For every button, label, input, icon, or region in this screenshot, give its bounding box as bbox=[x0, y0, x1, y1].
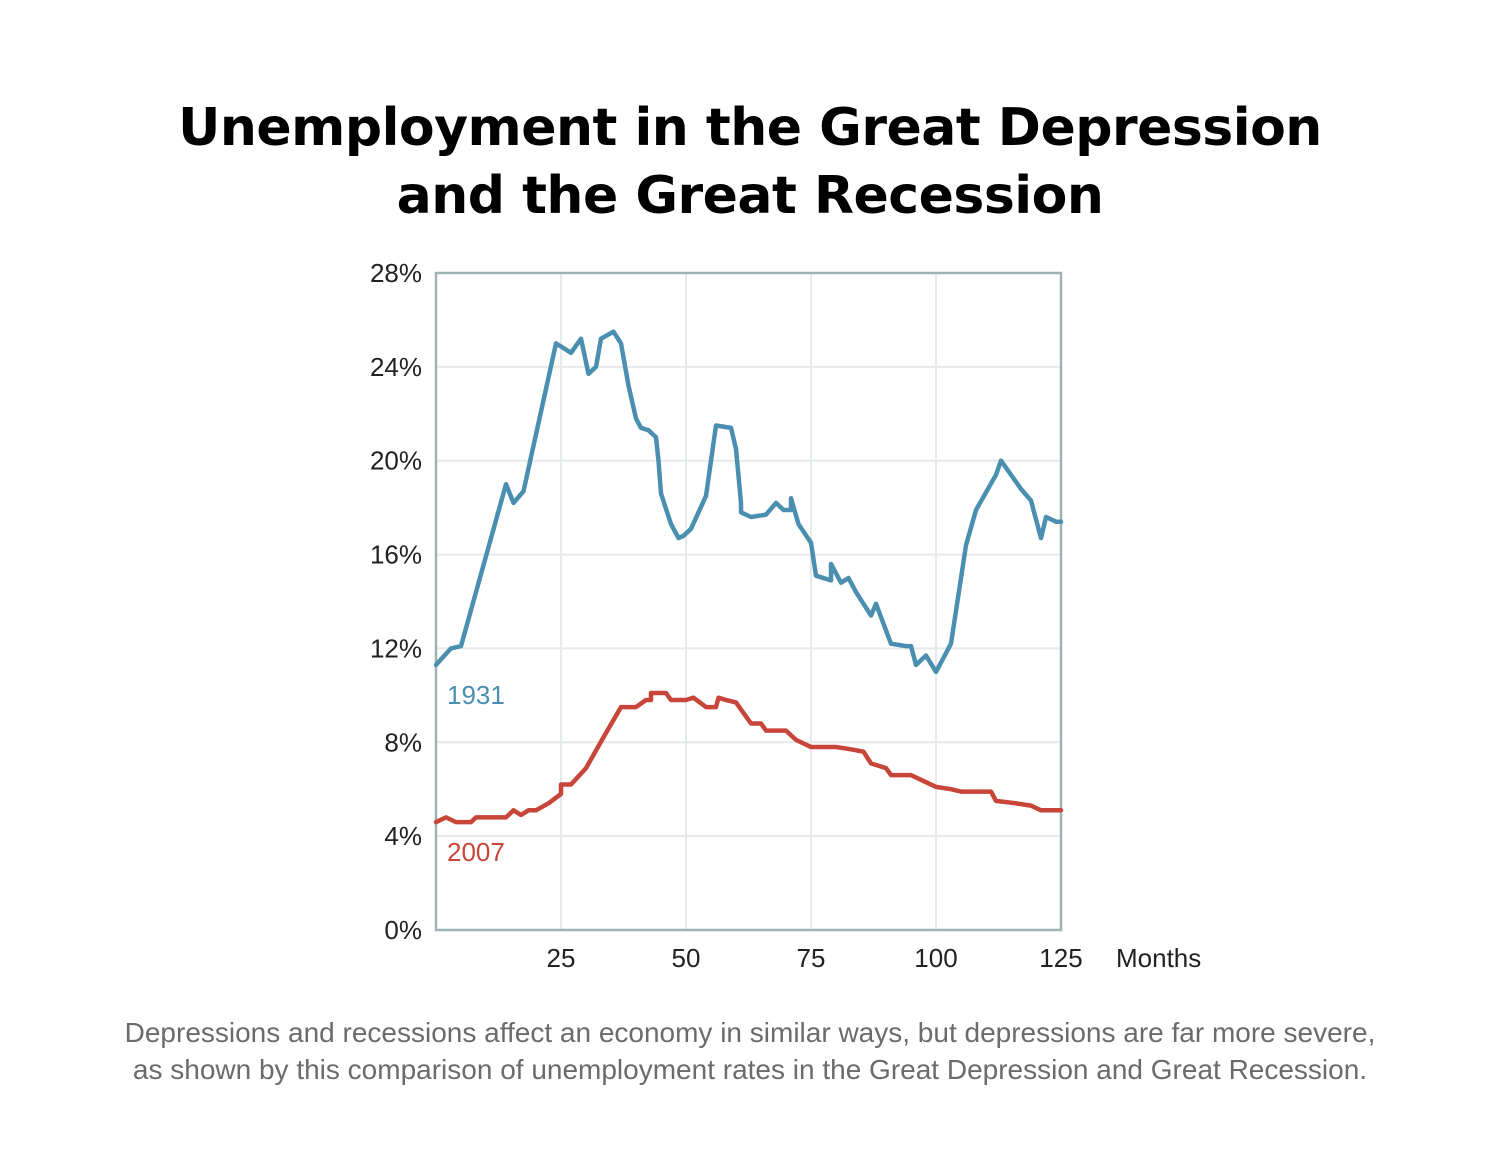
caption-line-1: Depressions and recessions affect an eco… bbox=[124, 1017, 1376, 1048]
series-label-2007: 2007 bbox=[447, 837, 505, 867]
y-tick-label: 12% bbox=[370, 633, 422, 663]
x-tick-label: 100 bbox=[914, 943, 957, 973]
chart-title-line-2: and the Great Recession bbox=[396, 166, 1104, 226]
y-axis-tick-labels: 0% 4% 8% 12% 16% 20% 24% 28% bbox=[370, 258, 422, 945]
x-tick-label: 25 bbox=[547, 943, 576, 973]
series-line-1931 bbox=[433, 329, 1064, 675]
y-tick-label: 28% bbox=[370, 258, 422, 288]
y-tick-label: 0% bbox=[384, 915, 422, 945]
series-lines bbox=[433, 329, 1064, 825]
plot-frame bbox=[434, 271, 1063, 932]
x-axis-tick-labels: 25 50 75 100 125 bbox=[547, 943, 1083, 973]
x-axis-label: Months bbox=[1116, 943, 1201, 973]
series-annotations: 1931 2007 bbox=[447, 680, 505, 867]
chart-title-line-1: Unemployment in the Great Depression bbox=[178, 98, 1322, 158]
y-tick-label: 8% bbox=[384, 727, 422, 757]
unemployment-line-chart: 0% 4% 8% 12% 16% 20% 24% 28% 25 50 75 100 125 Month… bbox=[370, 258, 1201, 973]
grid-lines bbox=[436, 273, 1061, 930]
y-tick-label: 4% bbox=[384, 821, 422, 851]
y-tick-label: 16% bbox=[370, 540, 422, 570]
x-tick-label: 125 bbox=[1039, 943, 1082, 973]
series-line-2007 bbox=[433, 690, 1064, 825]
y-tick-label: 20% bbox=[370, 446, 422, 476]
caption-line-2: as shown by this comparison of unemploym… bbox=[132, 1054, 1368, 1085]
chart-caption: Depressions and recessions affect an eco… bbox=[0, 1014, 1500, 1088]
y-tick-label: 24% bbox=[370, 352, 422, 382]
chart-title: Unemployment in the Great Depression and… bbox=[0, 94, 1500, 230]
x-tick-label: 75 bbox=[797, 943, 826, 973]
series-label-1931: 1931 bbox=[447, 680, 505, 710]
x-tick-label: 50 bbox=[672, 943, 701, 973]
